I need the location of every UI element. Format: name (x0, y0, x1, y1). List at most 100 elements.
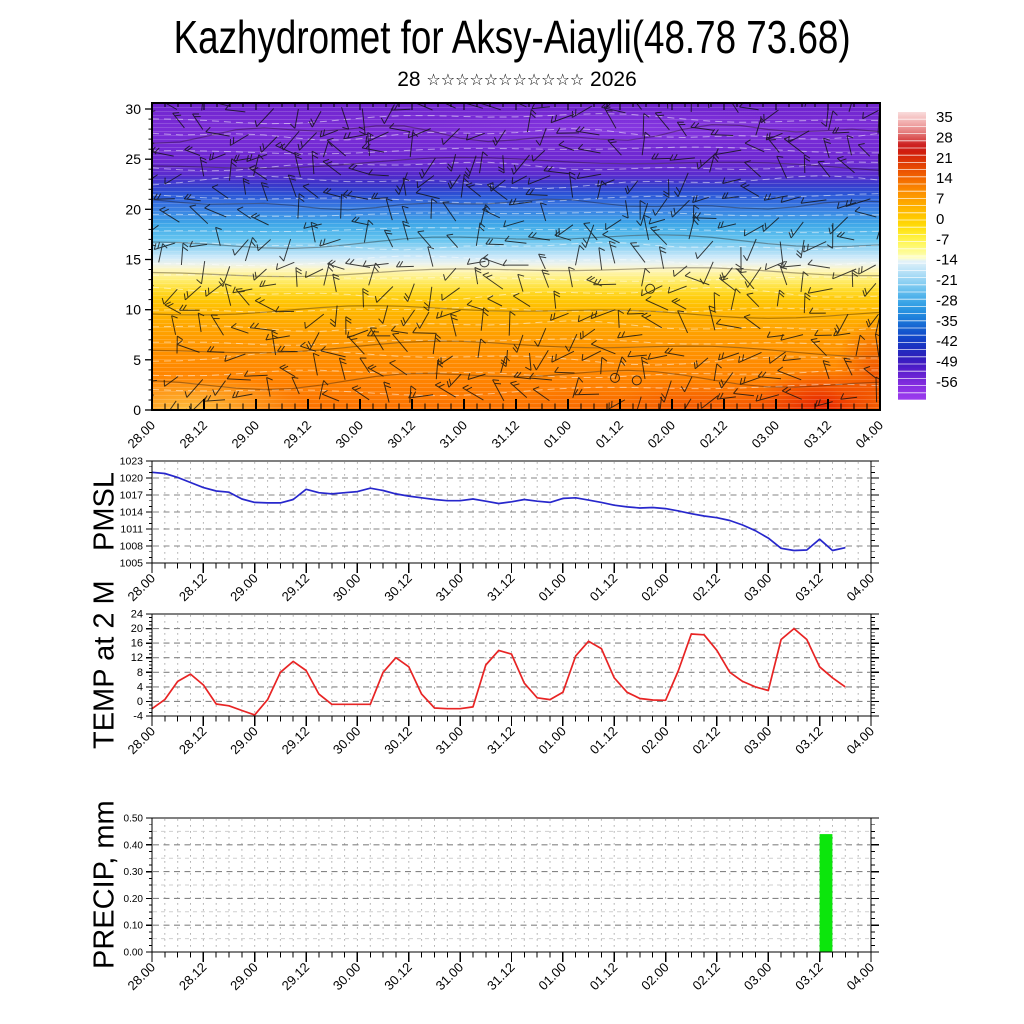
svg-text:29.12: 29.12 (279, 960, 313, 994)
svg-text:0: 0 (137, 696, 143, 708)
svg-text:1020: 1020 (120, 473, 144, 485)
svg-text:1023: 1023 (120, 456, 144, 468)
svg-text:01.12: 01.12 (587, 960, 621, 994)
svg-text:31.00: 31.00 (433, 571, 467, 605)
temp-line (151, 627, 846, 716)
svg-text:29.00: 29.00 (227, 960, 261, 994)
svg-text:28.12: 28.12 (176, 724, 210, 758)
precip-axis-title: PRECIP, mm (88, 800, 121, 970)
svg-text:20: 20 (125, 201, 141, 217)
pmsl-time-labels: 28.00 28.12 29.00 29.12 30.00 30.12 31.00 31.12… (125, 571, 878, 605)
figure-date-subtitle: 28 ☆☆☆☆☆☆☆☆☆☆☆ 2026 (0, 68, 1024, 92)
svg-text:1005: 1005 (120, 558, 144, 570)
precip-panel: 0.00 0.10 0.20 0.30 0.40 0.50 (124, 814, 879, 959)
svg-text:01.12: 01.12 (593, 418, 627, 452)
svg-text:02.00: 02.00 (638, 724, 672, 758)
pmsl-panel: 1005 1008 1011 1014 1017 1020 1023 (120, 456, 879, 570)
svg-text:28.12: 28.12 (177, 418, 211, 452)
svg-text:-14: -14 (936, 252, 958, 269)
temp-hgrid (153, 628, 870, 702)
xsection-time-labels: 28.00 28.12 29.00 29.12 30.00 30.12 31.00 31.12… (125, 418, 887, 452)
svg-text:01.00: 01.00 (535, 571, 569, 605)
svg-text:35: 35 (936, 109, 953, 126)
svg-text:02.00: 02.00 (638, 960, 672, 994)
svg-text:30.12: 30.12 (385, 418, 419, 452)
svg-text:03.00: 03.00 (749, 418, 783, 452)
precip-time-labels: 28.00 28.12 29.00 29.12 30.00 30.12 31.00 31.12… (125, 960, 878, 994)
svg-text:02.00: 02.00 (645, 418, 679, 452)
svg-text:5: 5 (133, 352, 141, 368)
svg-text:14: 14 (936, 170, 953, 187)
temp-panel: -4 0 4 8 12 16 20 24 (131, 609, 879, 723)
svg-text:30.12: 30.12 (381, 724, 415, 758)
svg-text:0.50: 0.50 (124, 814, 144, 825)
svg-text:-28: -28 (936, 292, 958, 309)
pmsl-axis-title: PMSL (88, 472, 121, 552)
svg-text:02.12: 02.12 (689, 571, 723, 605)
svg-text:0.30: 0.30 (124, 867, 144, 878)
svg-text:7: 7 (936, 191, 944, 208)
svg-text:20: 20 (131, 623, 143, 635)
svg-text:24: 24 (131, 609, 143, 621)
svg-text:21: 21 (936, 150, 953, 167)
svg-text:0.00: 0.00 (124, 948, 144, 959)
svg-text:4: 4 (137, 681, 143, 693)
svg-text:29.00: 29.00 (227, 724, 261, 758)
svg-text:30.00: 30.00 (333, 418, 367, 452)
svg-text:28.12: 28.12 (176, 960, 210, 994)
svg-text:1017: 1017 (120, 490, 144, 502)
svg-text:0: 0 (133, 402, 141, 418)
svg-text:03.00: 03.00 (741, 571, 775, 605)
temp-vgrid (164, 615, 859, 715)
precip-x-ticks (151, 952, 872, 962)
svg-text:01.00: 01.00 (535, 724, 569, 758)
svg-text:-7: -7 (936, 231, 949, 248)
svg-text:29.12: 29.12 (281, 418, 315, 452)
svg-text:0.10: 0.10 (124, 921, 144, 932)
svg-text:0.20: 0.20 (124, 894, 144, 905)
svg-text:03.00: 03.00 (741, 960, 775, 994)
svg-text:01.00: 01.00 (535, 960, 569, 994)
temp-x-ticks (151, 716, 872, 726)
precip-bar (819, 834, 833, 952)
svg-text:-42: -42 (936, 333, 958, 350)
svg-text:1008: 1008 (120, 541, 144, 553)
pmsl-line (151, 471, 846, 552)
svg-text:10: 10 (125, 302, 141, 318)
svg-text:30.00: 30.00 (330, 571, 364, 605)
svg-text:0: 0 (936, 211, 944, 228)
star-decoration: ☆☆☆☆☆☆☆☆☆☆☆ (426, 70, 585, 89)
svg-text:29.00: 29.00 (227, 571, 261, 605)
subtitle-day: 28 (397, 68, 421, 91)
svg-text:29.12: 29.12 (279, 724, 313, 758)
precip-hgrid (153, 844, 870, 926)
svg-text:12: 12 (131, 652, 143, 664)
svg-text:29.12: 29.12 (279, 571, 313, 605)
svg-text:30.12: 30.12 (381, 571, 415, 605)
svg-text:04.00: 04.00 (844, 724, 878, 758)
svg-text:04.00: 04.00 (853, 418, 887, 452)
colorbar-labels: 35 28 21 14 7 0 -7 -14 -21 -28 -35 -42 -49 -56 (936, 109, 958, 391)
pmsl-hgrid (153, 477, 870, 547)
svg-text:30.00: 30.00 (330, 960, 364, 994)
pmsl-y-axis: 1005 1008 1011 1014 1017 1020 1023 (120, 456, 879, 570)
svg-text:25: 25 (125, 151, 141, 167)
svg-text:1014: 1014 (120, 507, 144, 519)
svg-text:-49: -49 (936, 354, 958, 371)
svg-text:31.12: 31.12 (489, 418, 523, 452)
svg-text:03.12: 03.12 (792, 724, 826, 758)
svg-text:01.12: 01.12 (587, 724, 621, 758)
svg-text:30.12: 30.12 (381, 960, 415, 994)
temperature-cross-section-panel (152, 103, 880, 410)
svg-text:02.12: 02.12 (689, 724, 723, 758)
colorbar-separators (898, 118, 926, 401)
svg-text:03.00: 03.00 (741, 724, 775, 758)
svg-text:01.00: 01.00 (541, 418, 575, 452)
svg-text:16: 16 (131, 638, 143, 650)
svg-text:31.00: 31.00 (437, 418, 471, 452)
wind-barbs (152, 103, 880, 410)
svg-text:03.12: 03.12 (792, 960, 826, 994)
subtitle-year: 2026 (590, 68, 637, 91)
